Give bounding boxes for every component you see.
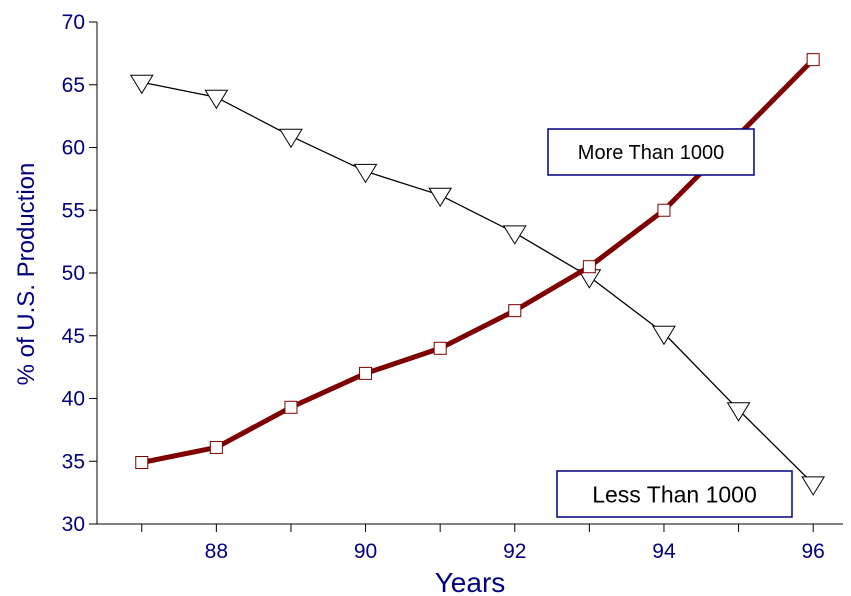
data-point [433,341,447,355]
data-point [428,187,453,208]
data-point [279,128,303,149]
data-point [129,74,154,95]
data-point [582,260,596,274]
data-point [801,476,826,496]
data-point [508,304,522,318]
y-tick-label: 35 [62,450,85,473]
data-point [209,440,223,454]
y-tick-label: 60 [62,137,85,160]
series-line [141,81,814,485]
data-point [652,325,676,346]
y-tick-label: 55 [62,199,85,222]
x-tick-label: 96 [801,540,824,563]
series-line [139,57,816,466]
data-point [502,225,527,245]
y-axis-title: % of U.S. Production [13,163,40,386]
y-tick-label: 30 [62,513,85,536]
y-tick-label: 65 [62,74,85,97]
y-tick-label: 40 [62,388,85,411]
annotation-box: More Than 1000 [547,128,755,176]
annotation-box: Less Than 1000 [556,470,793,518]
x-tick-label: 88 [205,540,228,563]
data-point [284,400,298,414]
annotation-label: Less Than 1000 [592,481,757,507]
x-tick-label: 92 [503,540,526,563]
series-1 [135,53,820,470]
x-axis-ticks: 88 90 92 94 96 [141,524,825,563]
data-point [353,163,378,184]
y-axis-ticks: 30 35 40 45 50 55 60 65 70 [62,11,97,536]
y-tick-label: 50 [62,262,85,285]
annotation-border [556,470,793,518]
y-tick-label: 45 [62,325,85,348]
x-tick-label: 94 [652,540,676,563]
annotation-border [547,128,755,176]
series-0 [129,74,826,496]
data-point [806,53,820,67]
data-point [726,402,751,422]
annotation-label: More Than 1000 [578,142,724,164]
data-point [204,89,229,110]
series-layer [129,53,826,496]
data-point [135,456,149,470]
annotation-layer: More Than 1000 Less Than 1000 [547,128,793,518]
x-tick-label: 90 [354,540,377,563]
y-tick-label: 70 [62,11,85,34]
x-axis-title: Years [435,567,506,596]
data-point [359,366,373,380]
data-point [657,203,671,217]
